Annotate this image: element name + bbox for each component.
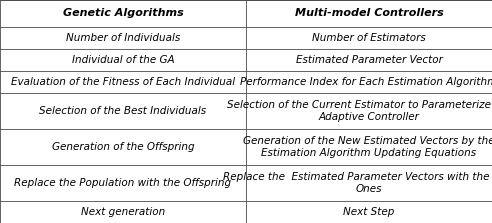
Text: Next Step: Next Step [343,207,395,217]
Text: Selection of the Best Individuals: Selection of the Best Individuals [39,106,207,116]
Text: Generation of the Offspring: Generation of the Offspring [52,142,194,152]
Text: Evaluation of the Fitness of Each Individual: Evaluation of the Fitness of Each Indivi… [11,77,235,87]
Text: Multi-model Controllers: Multi-model Controllers [295,8,443,18]
Text: Number of Individuals: Number of Individuals [66,33,180,43]
Text: Individual of the GA: Individual of the GA [72,55,174,65]
Text: Estimated Parameter Vector: Estimated Parameter Vector [296,55,442,65]
Text: Number of Estimators: Number of Estimators [312,33,426,43]
Text: Replace the Population with the Offspring: Replace the Population with the Offsprin… [14,178,232,188]
Text: Next generation: Next generation [81,207,165,217]
Text: Genetic Algorithms: Genetic Algorithms [62,8,184,18]
Text: Performance Index for Each Estimation Algorithm: Performance Index for Each Estimation Al… [241,77,492,87]
Text: Generation of the New Estimated Vectors by the
Estimation Algorithm Updating Equ: Generation of the New Estimated Vectors … [243,136,492,158]
Text: Replace the  Estimated Parameter Vectors with the New
Ones: Replace the Estimated Parameter Vectors … [223,172,492,194]
Text: Selection of the Current Estimator to Parameterize the
Adaptive Controller: Selection of the Current Estimator to Pa… [227,100,492,122]
